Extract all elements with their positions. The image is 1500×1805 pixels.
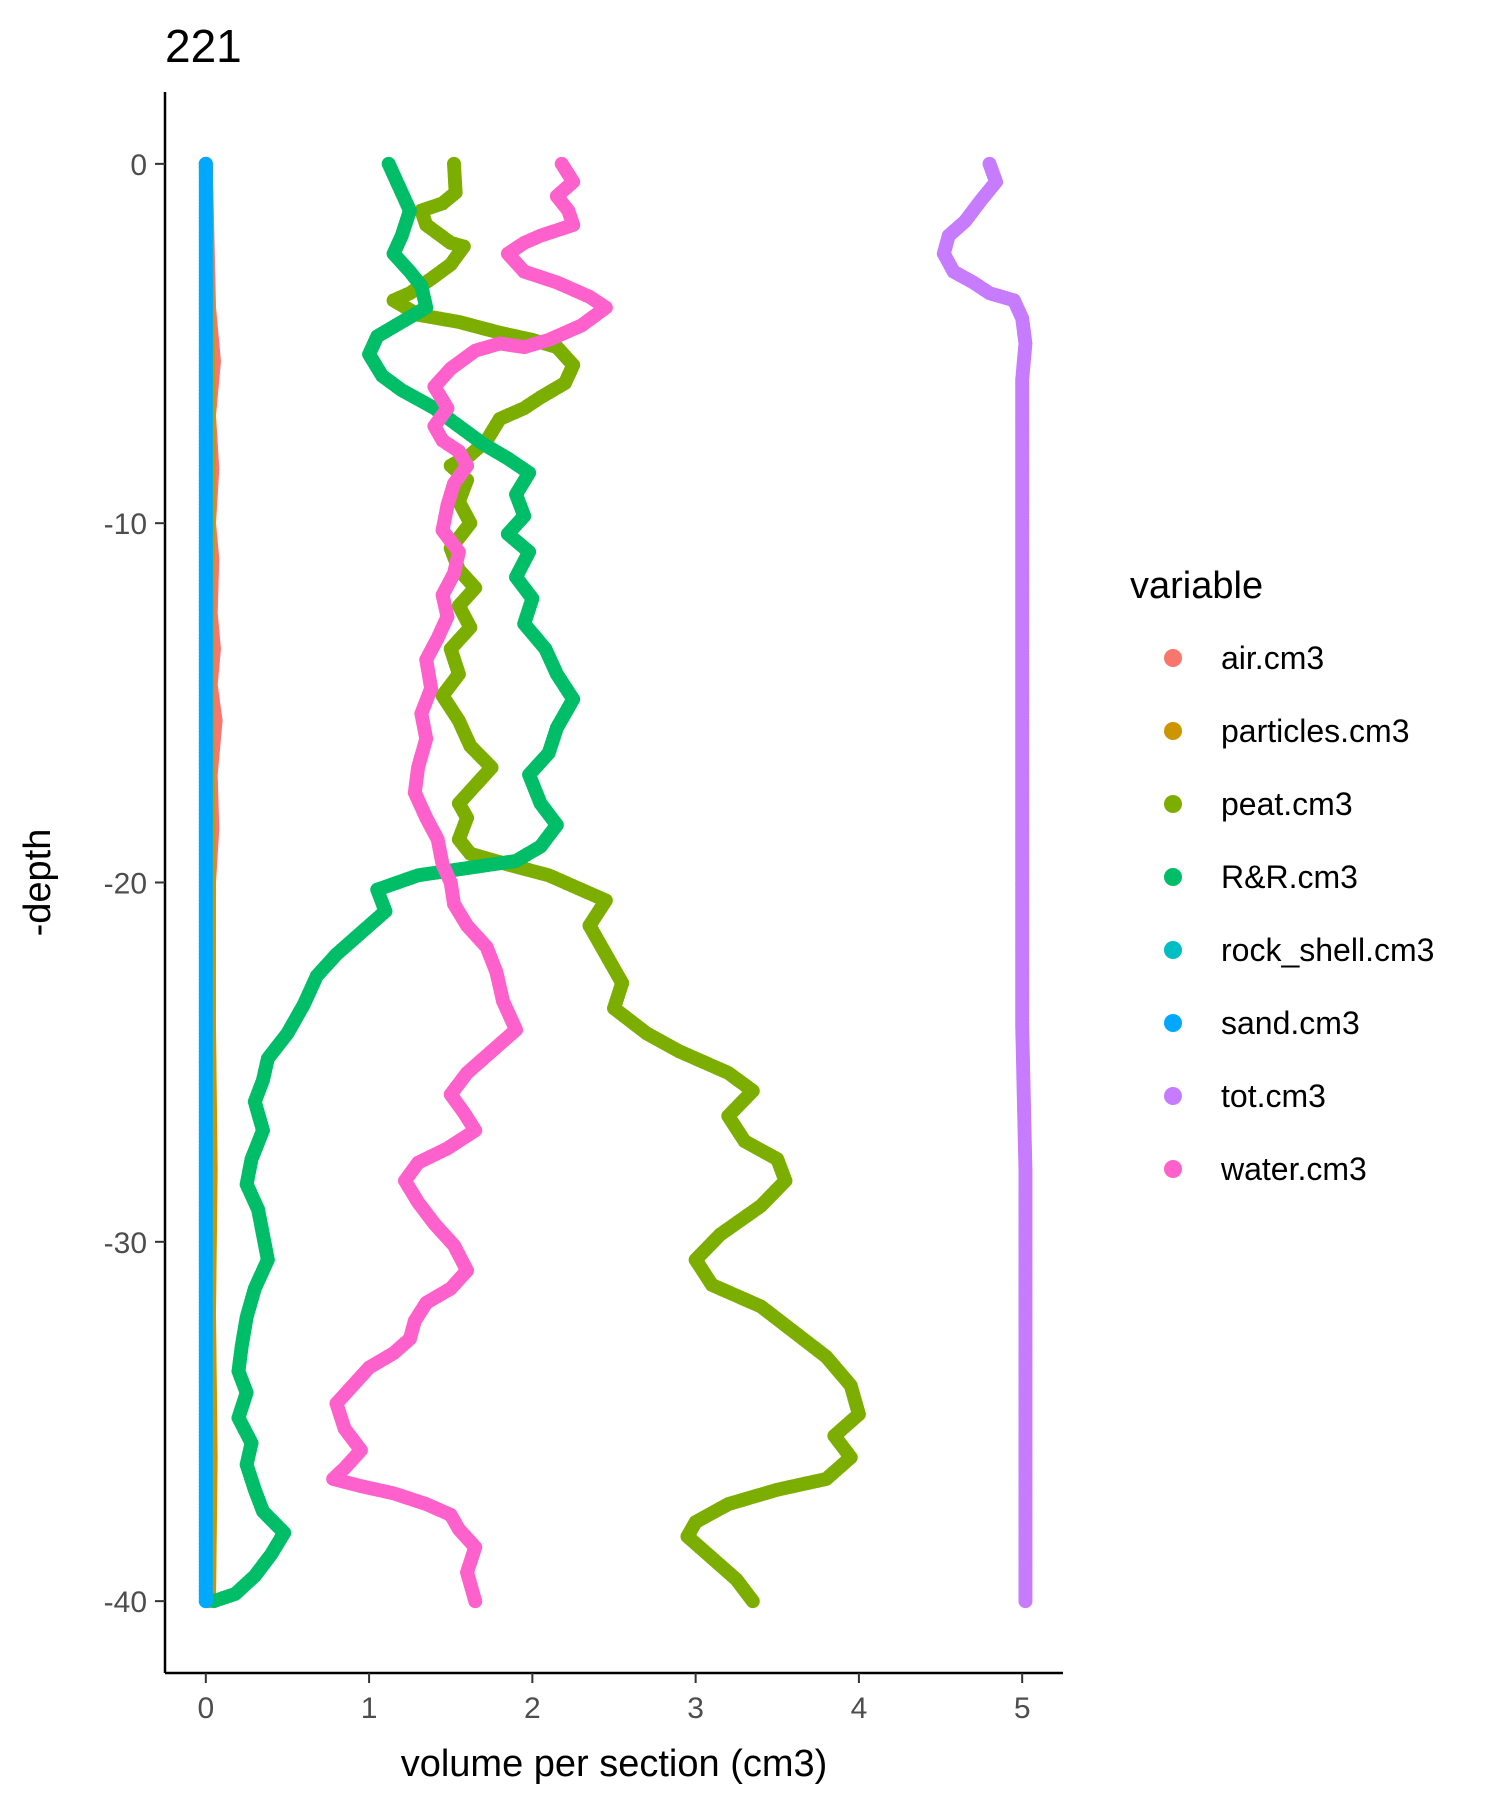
series-water.cm3 <box>326 156 613 1609</box>
chart-title: 221 <box>165 20 242 72</box>
legend-key <box>1164 795 1182 813</box>
legend-label: sand.cm3 <box>1221 1005 1360 1041</box>
legend-key <box>1164 722 1182 740</box>
legend-key <box>1164 1087 1182 1105</box>
legend-label: peat.cm3 <box>1221 786 1353 822</box>
y-axis-title: -depth <box>17 829 59 937</box>
legend-key <box>1164 868 1182 886</box>
y-tick-label: 0 <box>130 149 147 182</box>
series-R&R.cm3 <box>206 156 581 1609</box>
data-point <box>745 1594 760 1609</box>
legend-label: R&R.cm3 <box>1221 859 1358 895</box>
y-tick-label: -40 <box>104 1586 147 1619</box>
series-sand.cm3 <box>198 156 213 1609</box>
x-tick-label: 5 <box>1014 1692 1031 1725</box>
legend-label: rock_shell.cm3 <box>1221 932 1434 968</box>
series-tot.cm3 <box>936 156 1033 1609</box>
data-point <box>1018 1594 1033 1609</box>
x-axis-ticks: 0 1 2 3 4 5 <box>197 1673 1031 1725</box>
legend-label: air.cm3 <box>1221 640 1324 676</box>
legend-key <box>1164 1160 1182 1178</box>
x-axis-title: volume per section (cm3) <box>401 1743 828 1785</box>
legend-label: particles.cm3 <box>1221 713 1410 749</box>
y-axis-ticks: 0 -10 -20 -30 -40 <box>104 149 165 1619</box>
legend-label: water.cm3 <box>1220 1151 1367 1187</box>
legend-title: variable <box>1130 565 1263 607</box>
y-tick-label: -30 <box>104 1227 147 1260</box>
legend-key <box>1164 1014 1182 1032</box>
x-tick-label: 0 <box>197 1692 214 1725</box>
legend-key <box>1164 649 1182 667</box>
x-tick-label: 3 <box>687 1692 704 1725</box>
y-tick-label: -20 <box>104 868 147 901</box>
x-tick-label: 2 <box>524 1692 541 1725</box>
legend: variable air.cm3 particles.cm3 peat.cm3 R&R… <box>1130 565 1434 1187</box>
y-tick-label: -10 <box>104 508 147 541</box>
legend-items: air.cm3 particles.cm3 peat.cm3 R&R.cm3 rock_… <box>1164 640 1434 1187</box>
legend-label: tot.cm3 <box>1221 1078 1326 1114</box>
data-point <box>198 1594 213 1609</box>
plot-panel <box>198 156 1033 1609</box>
x-tick-label: 4 <box>851 1692 868 1725</box>
x-tick-label: 1 <box>361 1692 378 1725</box>
data-point <box>468 1594 483 1609</box>
legend-key <box>1164 941 1182 959</box>
